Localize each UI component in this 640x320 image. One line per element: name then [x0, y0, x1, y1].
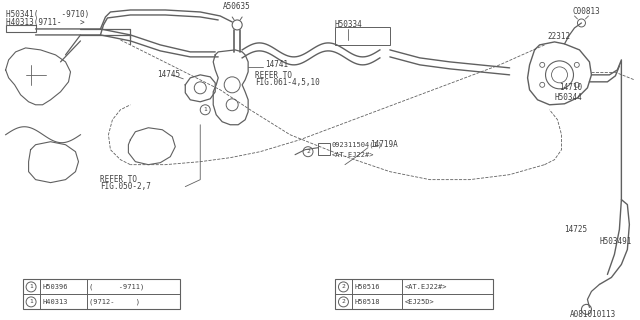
Text: 14719A: 14719A — [370, 140, 397, 149]
Text: 14710: 14710 — [559, 83, 582, 92]
Text: REFER TO: REFER TO — [255, 71, 292, 80]
Text: (      -9711): ( -9711) — [90, 284, 145, 290]
Text: 2: 2 — [306, 149, 310, 154]
Text: A081010113: A081010113 — [570, 310, 616, 319]
Text: <EJ25D>: <EJ25D> — [405, 299, 435, 305]
Text: FIG.050-2,7: FIG.050-2,7 — [100, 182, 151, 191]
Text: <AT.EJ22#>: <AT.EJ22#> — [332, 152, 374, 158]
Text: C00813: C00813 — [573, 7, 600, 16]
Text: 1: 1 — [29, 284, 33, 289]
Text: H40313(9711-    >: H40313(9711- > — [6, 19, 84, 28]
Text: 1: 1 — [29, 300, 33, 304]
Bar — [318, 143, 330, 155]
Text: H50341(     -9710): H50341( -9710) — [6, 11, 89, 20]
Text: H50396: H50396 — [43, 284, 68, 290]
Text: <AT.EJ22#>: <AT.EJ22#> — [405, 284, 447, 290]
Text: 14725: 14725 — [564, 225, 588, 234]
Text: H503491: H503491 — [600, 237, 632, 246]
Text: H50516: H50516 — [355, 284, 380, 290]
Bar — [335, 27, 390, 45]
Text: H50344: H50344 — [554, 93, 582, 102]
Bar — [6, 25, 36, 32]
Bar — [22, 279, 180, 309]
Text: 092311504(1): 092311504(1) — [332, 141, 383, 148]
Text: H50518: H50518 — [355, 299, 380, 305]
Text: A50635: A50635 — [223, 3, 251, 12]
Text: 22312: 22312 — [548, 32, 571, 41]
Text: FIG.061-4,5,10: FIG.061-4,5,10 — [255, 78, 320, 87]
Text: 2: 2 — [342, 284, 346, 289]
Text: REFER TO: REFER TO — [100, 175, 138, 184]
Bar — [335, 279, 493, 309]
Text: 2: 2 — [342, 300, 346, 304]
Text: (9712-     ): (9712- ) — [90, 299, 140, 305]
Text: H50334: H50334 — [335, 20, 363, 29]
Text: H40313: H40313 — [43, 299, 68, 305]
Text: 1: 1 — [204, 107, 207, 112]
Text: 14741: 14741 — [265, 60, 288, 69]
Text: 14745: 14745 — [157, 70, 180, 79]
